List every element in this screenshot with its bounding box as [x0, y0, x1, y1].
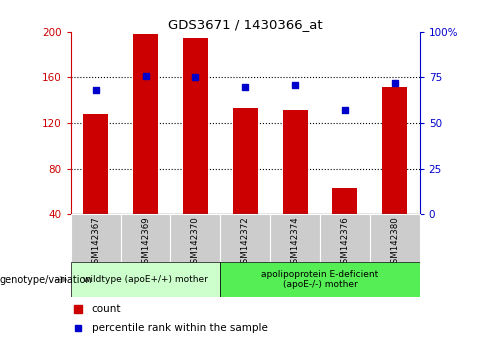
Text: count: count	[92, 304, 121, 314]
Bar	[133, 34, 158, 214]
Bar	[382, 86, 407, 214]
Bar	[320, 214, 370, 262]
Bar	[233, 108, 258, 214]
Text: GSM142370: GSM142370	[191, 217, 200, 269]
Text: GSM142376: GSM142376	[341, 217, 349, 269]
Bar	[220, 214, 270, 262]
Bar	[121, 214, 170, 262]
Title: GDS3671 / 1430366_at: GDS3671 / 1430366_at	[168, 18, 323, 31]
Text: percentile rank within the sample: percentile rank within the sample	[92, 323, 267, 333]
Text: GSM142369: GSM142369	[141, 217, 150, 269]
Text: GSM142372: GSM142372	[241, 217, 250, 269]
Bar	[370, 214, 420, 262]
Bar	[183, 38, 208, 214]
Bar	[270, 214, 320, 262]
Text: genotype/variation: genotype/variation	[0, 275, 93, 285]
Text: GSM142367: GSM142367	[91, 217, 100, 269]
Text: GSM142374: GSM142374	[290, 217, 300, 269]
Bar	[71, 214, 121, 262]
Bar	[220, 262, 420, 297]
Bar	[283, 110, 307, 214]
Bar	[71, 262, 220, 297]
Text: GSM142380: GSM142380	[390, 217, 399, 269]
Bar	[170, 214, 220, 262]
Text: apolipoprotein E-deficient
(apoE-/-) mother: apolipoprotein E-deficient (apoE-/-) mot…	[262, 270, 379, 289]
Text: wildtype (apoE+/+) mother: wildtype (apoE+/+) mother	[83, 275, 208, 284]
Bar	[83, 114, 108, 214]
Bar	[332, 188, 357, 214]
